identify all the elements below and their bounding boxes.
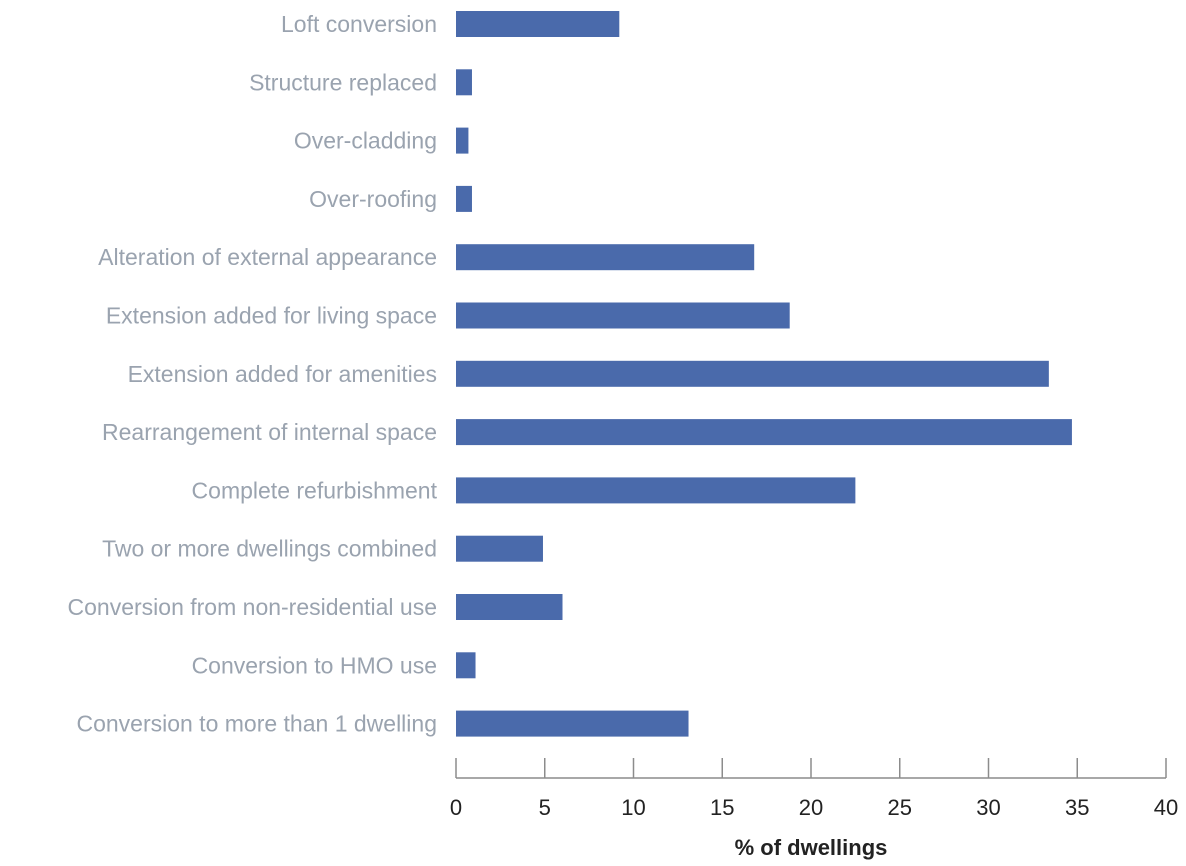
category-label-8: Complete refurbishment: [192, 477, 438, 503]
bar-7: [456, 419, 1072, 446]
x-tick-label-8: 40: [1154, 795, 1178, 820]
bar-8: [456, 477, 856, 504]
bar-6: [456, 360, 1049, 387]
bars-group: [456, 11, 1072, 737]
x-axis-title: % of dwellings: [735, 835, 888, 860]
category-label-6: Extension added for amenities: [128, 361, 437, 387]
category-label-9: Two or more dwellings combined: [102, 536, 437, 562]
bar-4: [456, 244, 755, 271]
bar-12: [456, 710, 689, 737]
category-label-0: Loft conversion: [281, 11, 437, 37]
x-tick-label-4: 20: [799, 795, 823, 820]
category-label-11: Conversion to HMO use: [192, 652, 437, 678]
bar-9: [456, 535, 543, 562]
x-tick-label-6: 30: [976, 795, 1000, 820]
category-label-7: Rearrangement of internal space: [102, 419, 437, 445]
category-label-10: Conversion from non-residential use: [68, 594, 437, 620]
x-tick-label-7: 35: [1065, 795, 1089, 820]
bar-5: [456, 302, 790, 329]
bar-1: [456, 69, 472, 96]
category-label-2: Over-cladding: [294, 128, 437, 154]
category-labels-group: Loft conversion Structure replaced Over-cl…: [68, 11, 438, 737]
x-tick-label-5: 25: [888, 795, 912, 820]
bar-10: [456, 594, 563, 620]
category-label-4: Alteration of external appearance: [98, 244, 437, 270]
x-axis-ticks-group: 0 5 10 15 20 25 30 35 40: [450, 758, 1178, 820]
bar-11: [456, 652, 476, 679]
x-tick-label-0: 0: [450, 795, 462, 820]
category-label-5: Extension added for living space: [106, 303, 437, 329]
x-tick-label-3: 15: [710, 795, 734, 820]
bar-3: [456, 185, 472, 212]
x-tick-label-1: 5: [539, 795, 551, 820]
x-tick-label-2: 10: [621, 795, 645, 820]
category-label-3: Over-roofing: [309, 186, 437, 212]
bar-0: [456, 11, 620, 37]
category-label-12: Conversion to more than 1 dwelling: [76, 711, 437, 737]
category-label-1: Structure replaced: [249, 69, 437, 95]
bar-2: [456, 127, 469, 154]
